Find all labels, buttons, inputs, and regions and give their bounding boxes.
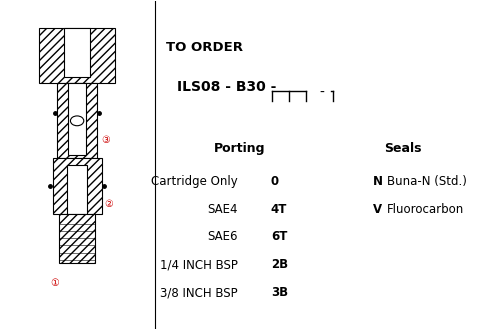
Text: 0: 0: [271, 175, 279, 188]
Circle shape: [70, 116, 84, 126]
Text: Porting: Porting: [214, 142, 265, 155]
Text: ILS08 - B30 -: ILS08 - B30 -: [177, 80, 277, 94]
Bar: [53, 158, 102, 214]
Bar: [57, 83, 97, 158]
Text: 4T: 4T: [271, 203, 287, 215]
Text: -: -: [320, 86, 325, 100]
Text: Cartridge Only: Cartridge Only: [151, 175, 238, 188]
Text: Seals: Seals: [384, 142, 422, 155]
Text: 6T: 6T: [271, 230, 287, 244]
Text: ③: ③: [102, 135, 110, 146]
Text: ①: ①: [51, 278, 59, 288]
Text: N: N: [373, 175, 383, 188]
Text: ②: ②: [104, 199, 113, 209]
Text: 2B: 2B: [271, 258, 288, 271]
Text: TO ORDER: TO ORDER: [166, 41, 243, 54]
Text: 3B: 3B: [271, 286, 288, 299]
Bar: [67, 165, 87, 214]
Text: SAE4: SAE4: [207, 203, 238, 215]
Bar: [39, 28, 115, 83]
Bar: [68, 83, 86, 155]
Text: 3/8 INCH BSP: 3/8 INCH BSP: [160, 286, 238, 299]
Bar: [64, 28, 90, 77]
Text: V: V: [373, 203, 382, 215]
Bar: [59, 214, 95, 263]
Text: Buna-N (Std.): Buna-N (Std.): [387, 175, 467, 188]
Text: 1/4 INCH BSP: 1/4 INCH BSP: [160, 258, 238, 271]
Text: SAE6: SAE6: [207, 230, 238, 244]
Text: Fluorocarbon: Fluorocarbon: [387, 203, 464, 215]
